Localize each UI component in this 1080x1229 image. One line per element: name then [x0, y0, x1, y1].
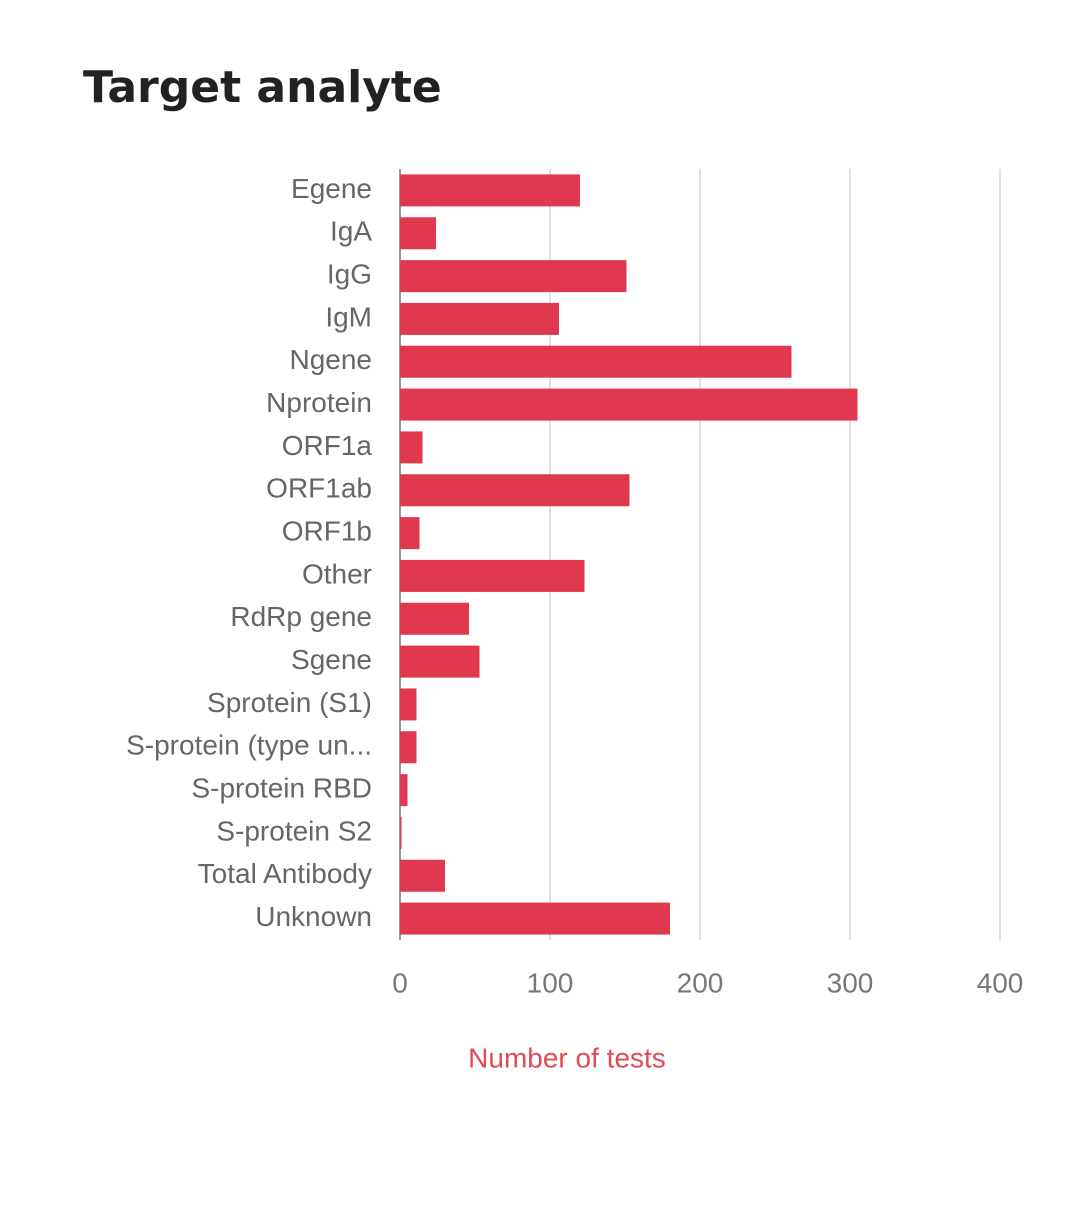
- bar: [400, 388, 858, 421]
- y-tick-label: Unknown: [255, 901, 372, 932]
- x-axis-title: Number of tests: [468, 1042, 666, 1073]
- bar: [400, 645, 480, 678]
- y-tick-label: IgA: [330, 216, 372, 247]
- x-tick-label: 200: [677, 967, 724, 998]
- y-tick-label: Ngene: [289, 344, 372, 375]
- y-tick-label: S-protein (type un...: [126, 730, 372, 761]
- bar: [400, 217, 436, 250]
- bar: [400, 859, 445, 892]
- y-tick-label: RdRp gene: [230, 601, 372, 632]
- y-tick-label: S-protein RBD: [191, 772, 372, 803]
- y-tick-label: ORF1a: [282, 430, 373, 461]
- y-tick-label: IgM: [325, 301, 372, 332]
- y-tick-label: S-protein S2: [216, 815, 372, 846]
- y-tick-label: ORF1ab: [266, 473, 372, 504]
- bar: [400, 774, 408, 807]
- bar: [400, 174, 580, 207]
- bar: [400, 688, 417, 721]
- bar: [400, 816, 402, 849]
- y-tick-label: Nprotein: [266, 387, 372, 418]
- chart-title: Target analyte: [83, 62, 442, 113]
- bar: [400, 517, 420, 550]
- x-tick-label: 300: [827, 967, 874, 998]
- bar: [400, 731, 417, 764]
- x-tick-label: 400: [977, 967, 1024, 998]
- bar: [400, 559, 585, 592]
- y-tick-label: IgG: [327, 258, 372, 289]
- y-tick-label: Sprotein (S1): [207, 687, 372, 718]
- bar: [400, 902, 670, 935]
- y-tick-label: Egene: [291, 173, 372, 204]
- bar: [400, 474, 630, 507]
- bar: [400, 602, 469, 635]
- bar: [400, 260, 627, 293]
- y-tick-label: Other: [302, 558, 372, 589]
- y-tick-label: ORF1b: [282, 515, 372, 546]
- y-tick-label: Sgene: [291, 644, 372, 675]
- x-tick-label: 0: [392, 967, 408, 998]
- bar: [400, 302, 559, 335]
- y-tick-label: Total Antibody: [198, 858, 372, 889]
- bar: [400, 431, 423, 464]
- x-tick-label: 100: [527, 967, 574, 998]
- bar: [400, 345, 792, 378]
